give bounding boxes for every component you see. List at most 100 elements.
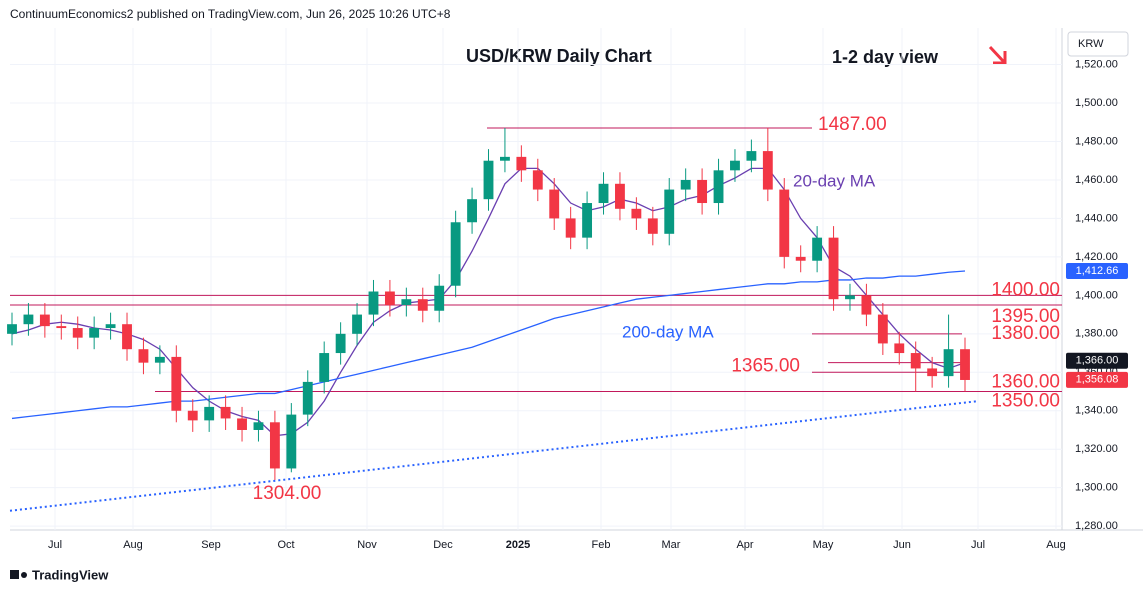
- x-tick-label: Mar: [662, 539, 681, 551]
- x-tick-label: Aug: [123, 539, 143, 551]
- candle-body: [7, 324, 17, 334]
- candle-body: [565, 218, 576, 238]
- candle-body: [286, 414, 297, 469]
- subtitle: 1-2 day view: [832, 47, 939, 67]
- candle-body: [122, 324, 132, 350]
- candle-body: [171, 356, 182, 411]
- x-tick-label: Sep: [201, 539, 221, 551]
- price-tag-label: 1,366.00: [1076, 355, 1119, 367]
- candle-body: [417, 299, 428, 311]
- candle-body: [730, 160, 740, 171]
- candle-body: [335, 333, 346, 354]
- candle-body: [877, 314, 888, 344]
- price-tag: [1066, 262, 1128, 279]
- candle-body: [352, 314, 362, 334]
- y-tick-label: 1,480.00: [1075, 135, 1118, 147]
- candle-body: [812, 237, 823, 261]
- moving-average-line: [11, 167, 966, 437]
- currency-box: [1067, 31, 1129, 57]
- candle-body: [500, 156, 510, 161]
- trendline: [9, 400, 979, 512]
- candle-body: [779, 189, 790, 257]
- x-tick-label: 2025: [506, 539, 530, 551]
- candle-body: [368, 291, 379, 315]
- y-tick-label: 1,500.00: [1075, 97, 1118, 109]
- candle-body: [680, 179, 691, 190]
- candle-body: [483, 160, 494, 200]
- x-tick-label: Feb: [592, 539, 611, 551]
- axis-label: KRW: [1078, 38, 1104, 50]
- candle-body: [713, 170, 724, 204]
- candle-body: [631, 208, 642, 219]
- candle-body: [39, 314, 50, 327]
- candle-body: [647, 218, 658, 234]
- y-tick-label: 1,520.00: [1075, 58, 1118, 70]
- level-label: 1350.00: [991, 391, 1060, 412]
- candle-body: [72, 328, 83, 338]
- tv-logo: [10, 570, 27, 579]
- candle-body: [450, 222, 461, 286]
- y-tick-label: 1,460.00: [1075, 174, 1118, 186]
- candle-body: [269, 422, 280, 469]
- low-label: 1304.00: [253, 483, 322, 504]
- candle-body: [467, 199, 477, 223]
- candle-body: [23, 314, 34, 325]
- candle-body: [384, 291, 395, 305]
- x-tick-label: Nov: [357, 539, 377, 551]
- candle-body: [154, 356, 165, 363]
- candle-body: [56, 326, 67, 329]
- candle-body: [943, 349, 954, 377]
- x-tick-label: Jun: [893, 539, 911, 551]
- candle-body: [910, 353, 921, 369]
- y-tick-label: 1,440.00: [1075, 212, 1118, 224]
- candle-body: [762, 151, 773, 190]
- candle-body: [434, 285, 445, 311]
- candle-body: [532, 170, 543, 190]
- level-label: 1365.00: [731, 356, 800, 377]
- x-tick-label: May: [813, 539, 834, 551]
- candle-body: [664, 189, 675, 234]
- ma-label: 20-day MA: [793, 171, 876, 190]
- candle-body: [237, 418, 247, 430]
- price-tag: [1066, 352, 1128, 369]
- price-tag-label: 1,356.08: [1076, 374, 1119, 386]
- level-label: 1380.00: [991, 323, 1060, 344]
- candle-body: [960, 349, 970, 380]
- candle-body: [187, 410, 198, 421]
- candle-body: [845, 295, 855, 300]
- candle-body: [795, 256, 806, 261]
- y-tick-label: 1,300.00: [1075, 482, 1118, 494]
- down-arrow-icon: [988, 45, 1007, 65]
- candle-body: [302, 381, 313, 415]
- candle-body: [582, 203, 593, 238]
- level-label: 1487.00: [818, 114, 887, 135]
- x-tick-label: Dec: [433, 539, 453, 551]
- x-tick-label: Oct: [277, 539, 294, 551]
- price-tag: [1066, 371, 1128, 388]
- y-tick-label: 1,280.00: [1075, 520, 1118, 532]
- y-tick-label: 1,340.00: [1075, 405, 1118, 417]
- y-tick-label: 1,420.00: [1075, 251, 1118, 263]
- level-label: 1360.00: [991, 371, 1060, 392]
- candle-body: [894, 343, 905, 354]
- y-tick-label: 1,380.00: [1075, 328, 1118, 340]
- candle-body: [598, 183, 609, 204]
- candle-body: [89, 328, 100, 338]
- level-label: 1395.00: [991, 306, 1060, 327]
- candle-body: [927, 368, 938, 377]
- candle-body: [319, 353, 330, 382]
- candle-body: [828, 237, 839, 300]
- x-tick-label: Jul: [48, 539, 62, 551]
- header: ContinuumEconomics2 published on Trading…: [10, 7, 451, 21]
- chart-title: USD/KRW Daily Chart: [466, 46, 652, 66]
- candle-body: [615, 183, 625, 209]
- candle-body: [746, 151, 757, 161]
- x-tick-label: Apr: [736, 539, 753, 551]
- ma-label: 200-day MA: [622, 322, 714, 341]
- x-tick-label: Jul: [971, 539, 985, 551]
- candle-body: [105, 324, 116, 329]
- candle-body: [516, 156, 527, 171]
- candle-body: [204, 406, 215, 421]
- candle-body: [138, 349, 149, 363]
